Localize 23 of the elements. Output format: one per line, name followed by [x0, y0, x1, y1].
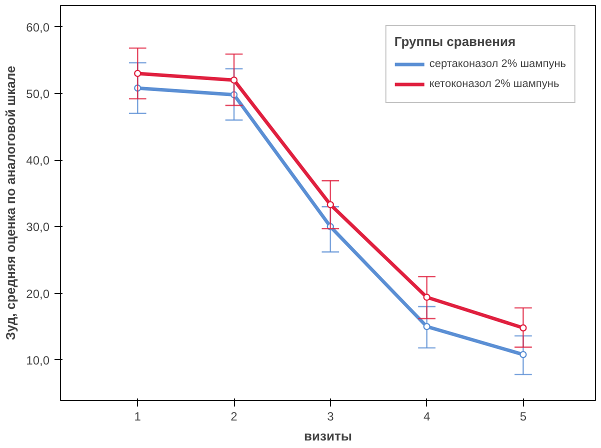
point: [520, 324, 527, 332]
y-axis-title: Зуд, средняя оценка по аналоговой шкале: [3, 66, 18, 340]
point: [326, 201, 334, 208]
x-tick-label: 1: [134, 410, 142, 424]
point: [230, 76, 238, 84]
x-tick-label: 5: [520, 410, 527, 424]
legend-label: сертаконазол 2% шампунь: [429, 58, 566, 70]
y-tick-label: 50,0: [26, 86, 50, 101]
y-tick-label: 60,0: [26, 20, 50, 34]
y-tick-label: 30,0: [26, 220, 50, 234]
point: [134, 70, 142, 78]
point: [520, 350, 527, 358]
x-tick-label: 2: [230, 410, 238, 424]
legend-label: кетоконазол 2% шампунь: [429, 78, 560, 90]
x-tick-label: 3: [327, 410, 334, 424]
y-tick-label: 10,0: [26, 353, 50, 368]
x-tick-label: 4: [423, 410, 430, 424]
legend-title: Группы сравнения: [394, 34, 517, 49]
point: [423, 322, 430, 330]
y-tick-label: 20,0: [26, 286, 50, 301]
point: [423, 294, 430, 301]
y-tick-label: 40,0: [26, 154, 50, 168]
x-axis-title: визиты: [304, 428, 352, 444]
